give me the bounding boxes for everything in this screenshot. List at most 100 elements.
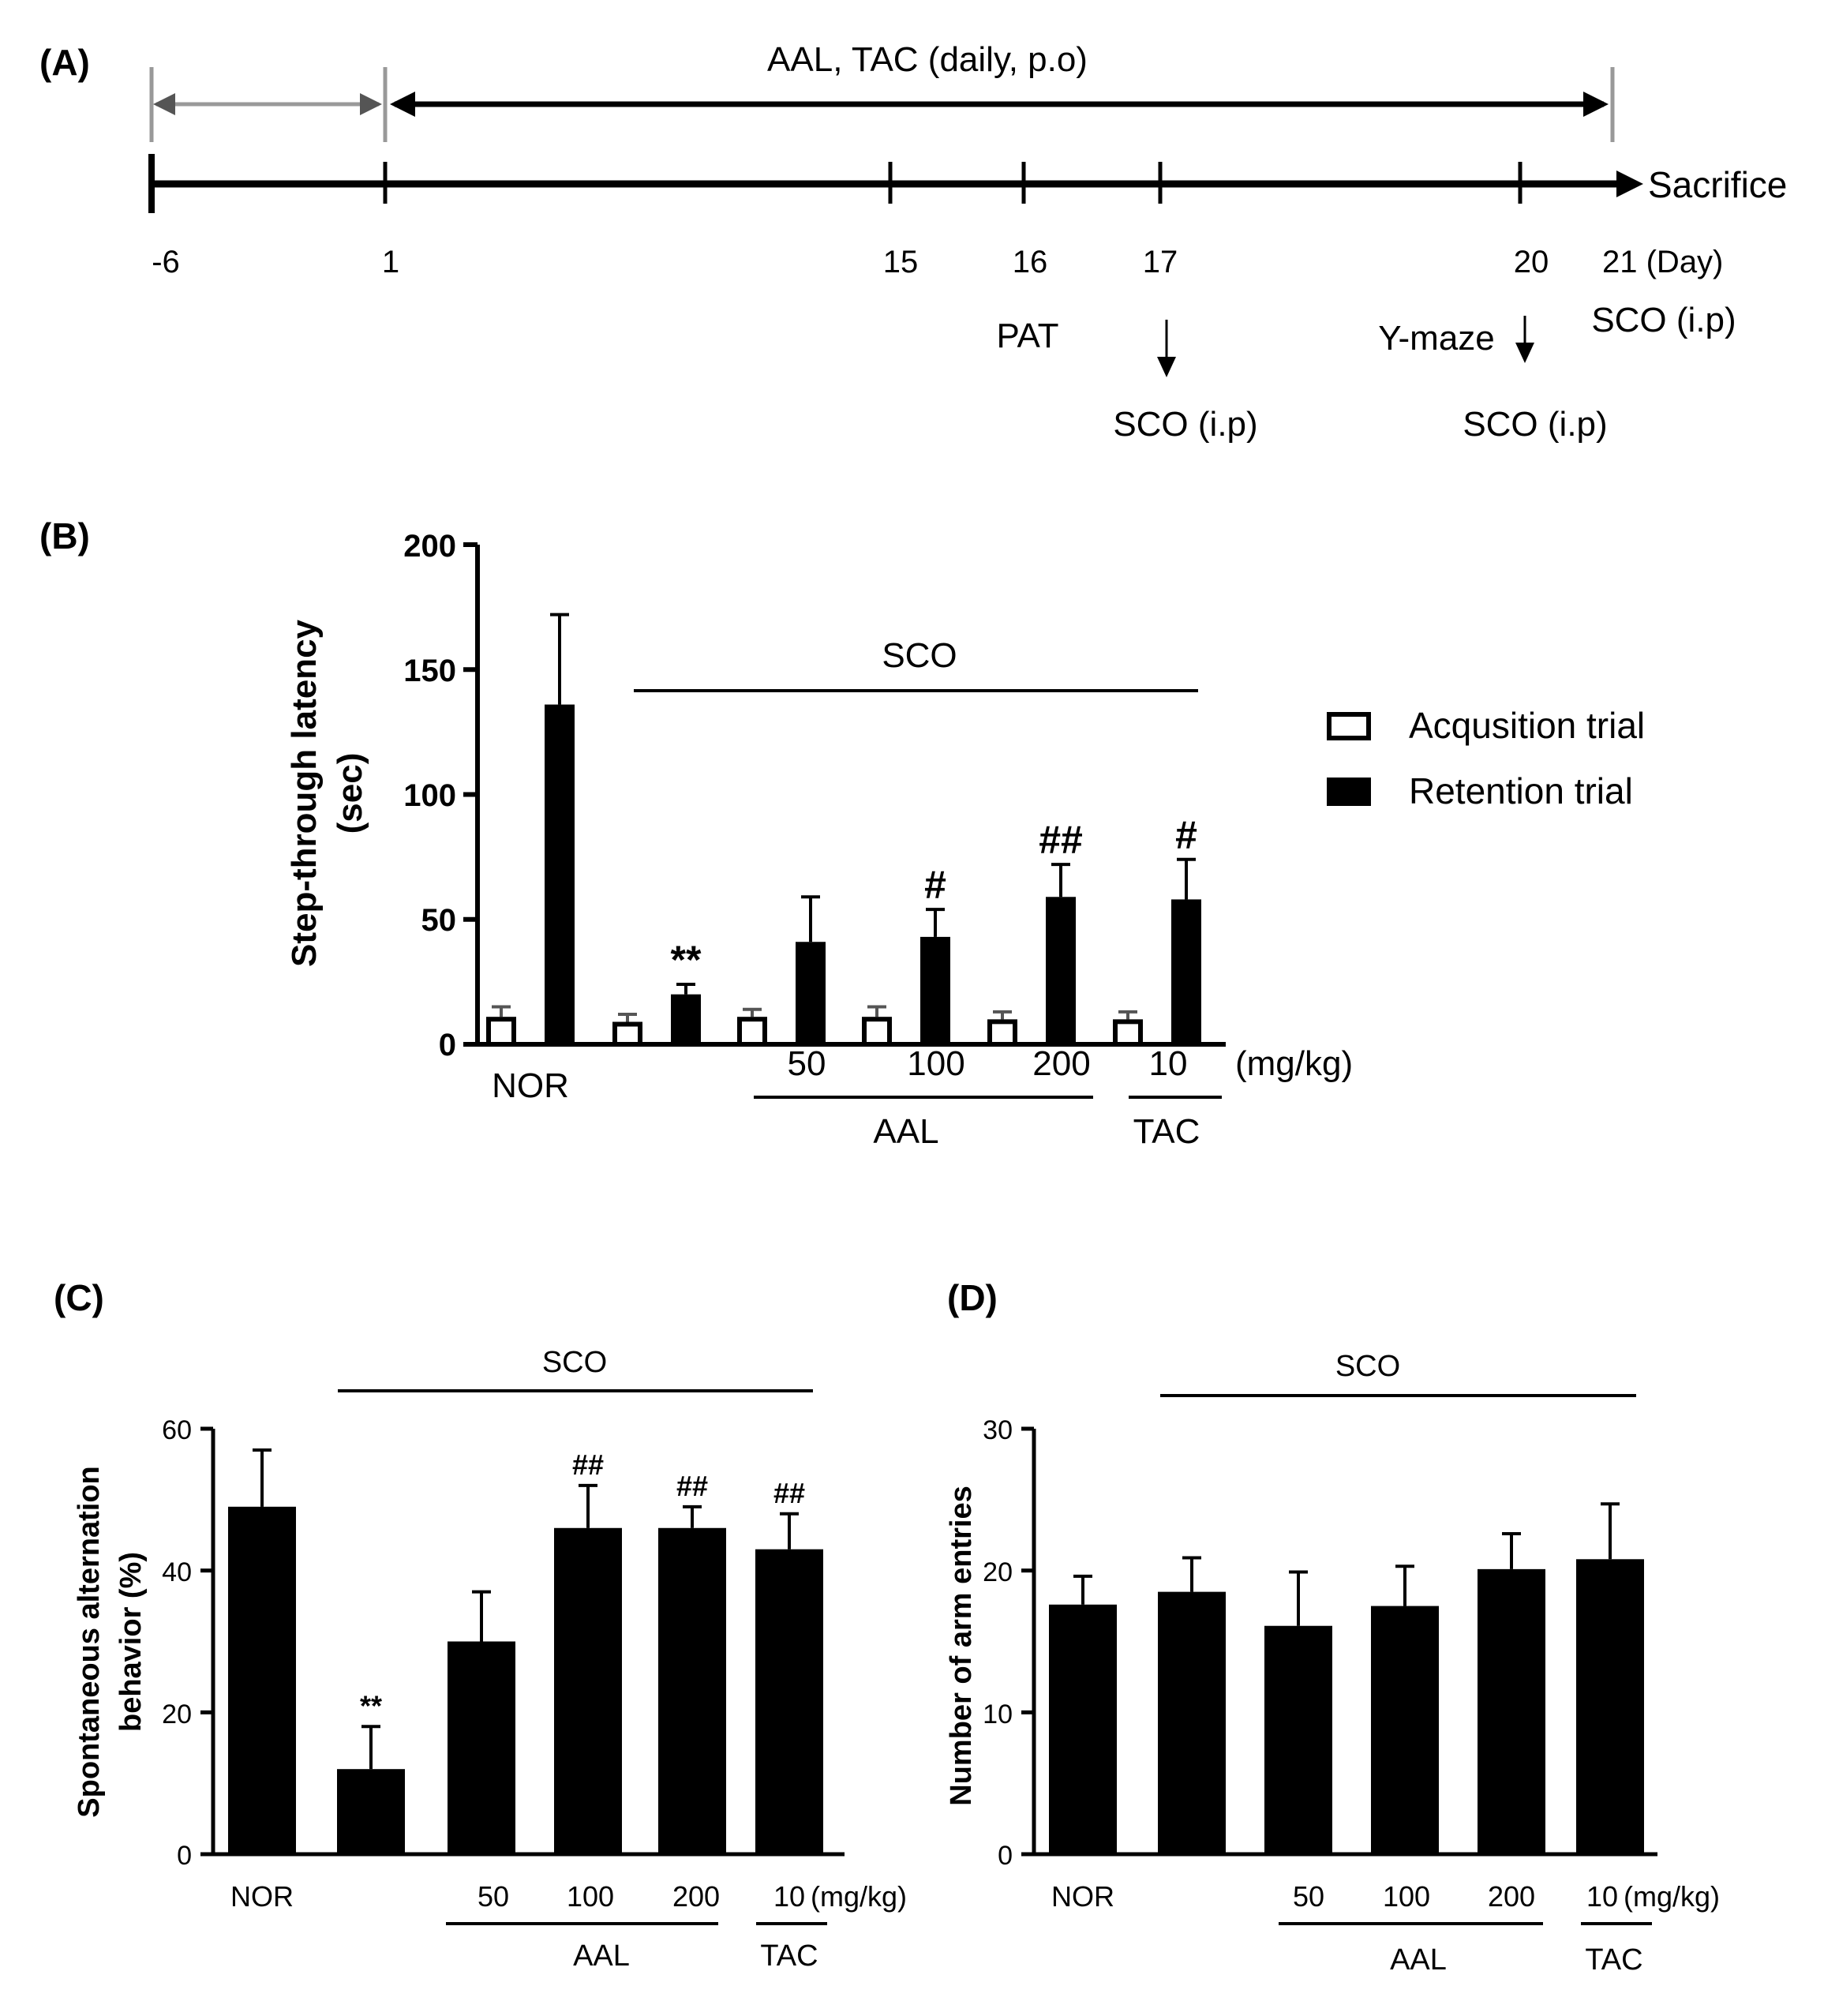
y-tick-label: 60 — [162, 1415, 192, 1445]
y-tick-label: 150 — [403, 654, 456, 688]
bar — [1046, 897, 1076, 1044]
bar — [228, 1506, 296, 1854]
significance-marker: ** — [671, 938, 702, 982]
y-tick-labels: 0 50 100 150 200 — [403, 529, 456, 1062]
bar — [1049, 1604, 1117, 1854]
unit-label: (mg/kg) — [1235, 1044, 1353, 1083]
bar — [554, 1527, 622, 1854]
bar — [658, 1527, 726, 1854]
sco-label: SCO — [1335, 1350, 1400, 1383]
y-tick-labels: 0 10 20 30 — [983, 1415, 1013, 1871]
bar — [1576, 1559, 1644, 1854]
y-tick-label: 0 — [998, 1841, 1013, 1871]
x-category-label: NOR — [230, 1880, 294, 1913]
day-label: -6 — [152, 245, 180, 279]
y-tick-label: 50 — [421, 903, 457, 938]
legend-retention-label: Retention trial — [1409, 770, 1633, 811]
panel-d-label: (D) — [947, 1277, 998, 1318]
y-tick-label: 200 — [403, 529, 456, 564]
x-category-label: 100 — [1383, 1880, 1430, 1913]
chart-c-bars: ** ## ## ## — [228, 1448, 823, 1854]
day-label: 1 — [382, 245, 399, 279]
bar — [671, 994, 701, 1044]
tac-group-label: TAC — [1585, 1943, 1642, 1977]
ymaze-label: Y-maze — [1378, 319, 1495, 358]
bar — [1264, 1625, 1332, 1854]
x-category-label: 10 — [1149, 1044, 1188, 1083]
y-axis-label: Step-through latency — [285, 619, 324, 967]
y-axis-label-unit: behavior (%) — [114, 1552, 148, 1732]
tac-group-label: TAC — [760, 1939, 818, 1973]
legend-retention-swatch — [1327, 778, 1371, 806]
significance-marker: ## — [773, 1477, 805, 1509]
aal-group-label: AAL — [873, 1112, 938, 1151]
x-category-label: 200 — [1032, 1044, 1090, 1083]
chart-b-bars: **### # — [486, 613, 1201, 1047]
panel-c-label: (C) — [54, 1277, 104, 1318]
bar — [486, 1017, 516, 1047]
significance-marker: # — [1175, 813, 1197, 857]
day-label: 15 — [883, 245, 919, 279]
y-tick-label: 30 — [983, 1415, 1013, 1445]
x-category-label: 200 — [672, 1880, 720, 1913]
bar — [545, 704, 575, 1044]
day-label: 16 — [1013, 245, 1048, 279]
x-category-label: NOR — [492, 1066, 569, 1105]
acclimation-arrow-left-head — [153, 93, 175, 115]
bar — [1371, 1606, 1439, 1854]
x-category-label: 10 — [1586, 1880, 1618, 1913]
bar — [1171, 899, 1201, 1044]
panel-b: (B) **### # 0 50 100 150 200 Step-through… — [39, 515, 1645, 1151]
bar — [1113, 1019, 1143, 1047]
x-category-label: NOR — [1051, 1880, 1114, 1913]
sco-label: SCO — [542, 1346, 607, 1379]
y-ticks — [463, 542, 478, 1047]
bar — [737, 1017, 767, 1047]
y-ticks — [200, 1426, 213, 1857]
panel-b-label: (B) — [39, 515, 90, 556]
sco-17-label: SCO (i.p) — [1113, 405, 1257, 444]
y-tick-label: 20 — [162, 1699, 192, 1729]
bar — [920, 936, 950, 1044]
sco-20-arrow-head — [1515, 343, 1534, 363]
bar — [337, 1769, 405, 1854]
significance-marker: ** — [360, 1689, 382, 1722]
aal-group-label: AAL — [573, 1939, 630, 1973]
y-tick-label: 20 — [983, 1557, 1013, 1587]
chart-d-bars — [1049, 1502, 1644, 1854]
significance-marker: ## — [572, 1448, 604, 1481]
y-tick-label: 10 — [983, 1699, 1013, 1729]
y-tick-label: 0 — [177, 1841, 192, 1871]
treatment-label: AAL, TAC (daily, p.o) — [767, 40, 1088, 79]
bar — [755, 1549, 823, 1854]
treatment-arrow-left-head — [390, 92, 415, 117]
x-category-label: 200 — [1488, 1880, 1535, 1913]
y-axis-label: Spontaneous alternation — [73, 1466, 106, 1817]
bar — [862, 1017, 892, 1047]
y-axis-label: Number of arm entries — [945, 1486, 978, 1805]
timeline-arrow-head — [1616, 170, 1643, 197]
panel-c: (C) ** ## ## ## 0 20 40 60 Spontaneous alte… — [54, 1277, 907, 1973]
x-category-label: 50 — [788, 1044, 826, 1083]
panel-a: (A) AAL, TAC (daily, p.o) Sacrifice -6 1… — [39, 40, 1787, 444]
tac-group-label: TAC — [1133, 1112, 1200, 1151]
aal-group-label: AAL — [1390, 1943, 1447, 1977]
sco-17-arrow-head — [1157, 357, 1176, 377]
x-category-label: 10 — [773, 1880, 805, 1913]
unit-label: (mg/kg) — [811, 1880, 907, 1913]
y-tick-label: 0 — [439, 1028, 456, 1062]
x-category-label: 50 — [1293, 1880, 1324, 1913]
y-axis-label-unit: (sec) — [331, 753, 369, 834]
y-tick-label: 40 — [162, 1557, 192, 1587]
treatment-arrow-right-head — [1583, 92, 1609, 117]
day-label: 21 (Day) — [1602, 245, 1723, 279]
sco-21-label: SCO (i.p) — [1591, 301, 1736, 339]
significance-marker: ## — [676, 1470, 708, 1502]
y-tick-labels: 0 20 40 60 — [162, 1415, 192, 1871]
bar — [796, 942, 826, 1044]
x-category-label: 100 — [907, 1044, 964, 1083]
significance-marker: ## — [1039, 818, 1083, 862]
bar — [987, 1019, 1017, 1047]
x-category-label: 100 — [567, 1880, 614, 1913]
